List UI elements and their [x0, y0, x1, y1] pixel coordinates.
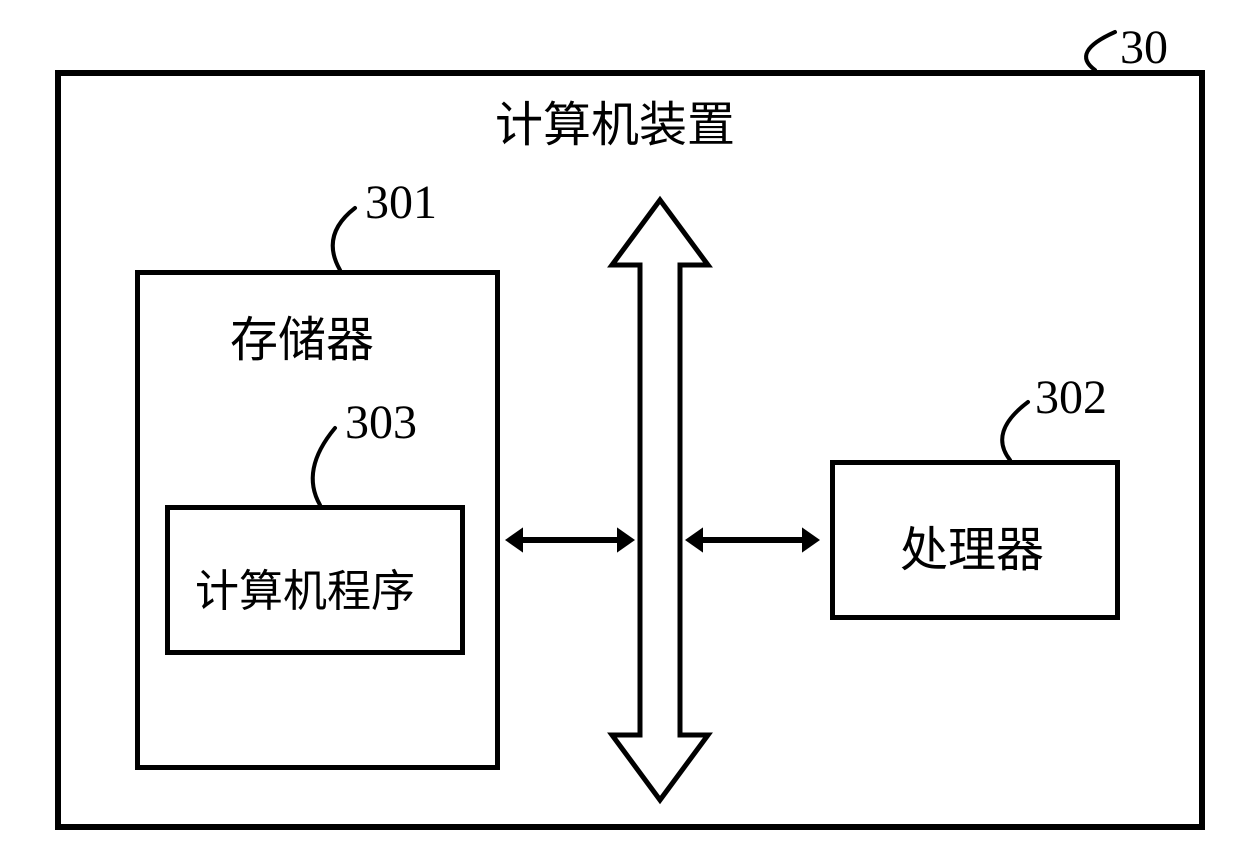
- memory-box-title: 存储器: [230, 300, 374, 370]
- program-box-ref: 303: [345, 395, 417, 450]
- processor-box-ref: 302: [1035, 370, 1107, 425]
- diagram-canvas: 计算机装置 30 存储器 301 计算机程序 303 处理器 302: [0, 0, 1240, 860]
- processor-box-title: 处理器: [900, 510, 1044, 580]
- main-box-title: 计算机装置: [495, 85, 735, 155]
- program-box-title: 计算机程序: [195, 555, 415, 619]
- memory-box-ref: 301: [365, 175, 437, 230]
- main-box-ref: 30: [1120, 20, 1168, 75]
